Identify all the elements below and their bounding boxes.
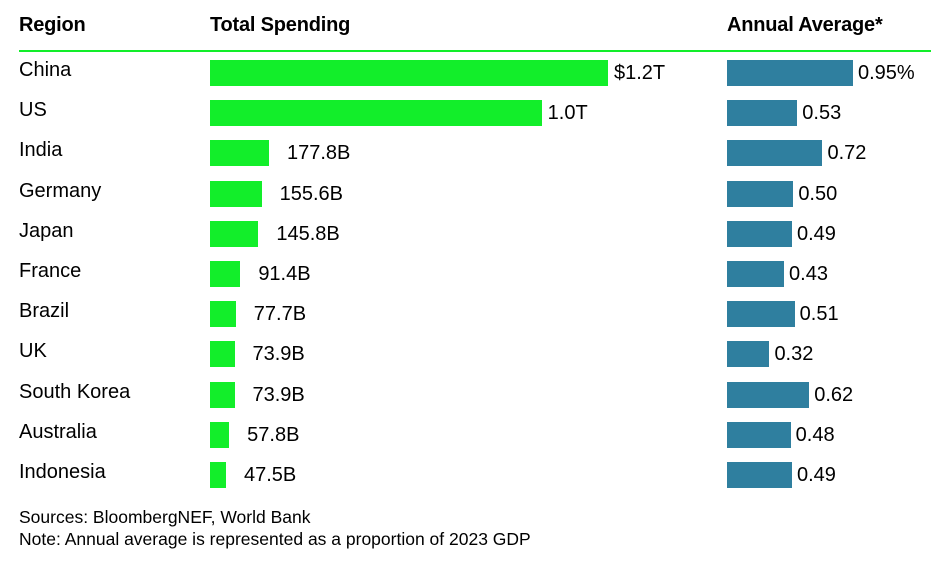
total-spending-label: 155.6B bbox=[279, 182, 343, 205]
total-spending-bar bbox=[210, 381, 235, 408]
chart-row: US 1.0T 0.53 bbox=[0, 98, 950, 138]
chart-row: Indonesia 47.5B 0.49 bbox=[0, 460, 950, 500]
annual-average-label: 0.53 bbox=[802, 102, 842, 125]
region-label: China bbox=[19, 59, 72, 81]
annual-average-label: 0.51 bbox=[799, 303, 839, 326]
total-spending-bar bbox=[210, 180, 262, 207]
annual-average-bar bbox=[727, 140, 823, 167]
annual-average-label: 0.50 bbox=[798, 182, 838, 205]
footer-sources: Sources: BloombergNEF, World Bank bbox=[19, 507, 311, 527]
region-label: Japan bbox=[19, 219, 74, 242]
annual-average-bar bbox=[727, 261, 785, 287]
total-spending-bar bbox=[210, 462, 226, 488]
total-spending-bar bbox=[210, 220, 259, 247]
annual-average-bar bbox=[727, 462, 792, 488]
region-label: Germany bbox=[19, 179, 102, 202]
total-spending-bar bbox=[210, 301, 236, 328]
region-label: Brazil bbox=[19, 300, 70, 323]
annual-average-bar bbox=[727, 100, 798, 127]
annual-average-bar bbox=[727, 341, 770, 368]
total-spending-label: 91.4B bbox=[258, 263, 311, 285]
total-spending-label: 47.5B bbox=[244, 464, 297, 486]
region-label: Australia bbox=[19, 420, 97, 443]
chart-row: Brazil 77.7B 0.51 bbox=[0, 299, 950, 339]
region-label: South Korea bbox=[19, 380, 131, 403]
header-region: Region bbox=[19, 14, 86, 36]
total-spending-bar bbox=[210, 421, 230, 448]
chart-row: Australia 57.8B 0.48 bbox=[0, 420, 950, 460]
region-label: US bbox=[19, 99, 47, 122]
region-label: UK bbox=[19, 340, 47, 363]
total-spending-label: 1.0T bbox=[547, 102, 588, 125]
total-spending-bar bbox=[210, 261, 241, 287]
annual-average-bar bbox=[727, 180, 794, 207]
total-spending-bar bbox=[210, 60, 608, 86]
annual-average-bar bbox=[727, 381, 810, 408]
annual-average-bar bbox=[727, 301, 795, 328]
annual-average-bar bbox=[727, 220, 792, 247]
annual-average-label: 0.49 bbox=[796, 464, 836, 486]
header-rule bbox=[19, 50, 931, 52]
region-label: India bbox=[19, 139, 63, 162]
region-label: Indonesia bbox=[19, 461, 106, 483]
chart-row: India 177.8B 0.72 bbox=[0, 138, 950, 178]
total-spending-bar bbox=[210, 140, 269, 167]
total-spending-label: 145.8B bbox=[276, 222, 340, 245]
annual-average-label: 0.48 bbox=[795, 423, 835, 446]
header-total-spending: Total Spending bbox=[210, 14, 351, 36]
total-spending-label: 73.9B bbox=[252, 383, 305, 406]
annual-average-label: 0.32 bbox=[774, 343, 814, 366]
chart-row: Japan 145.8B 0.49 bbox=[0, 219, 950, 259]
chart-row: France 91.4B 0.43 bbox=[0, 259, 950, 299]
total-spending-label: 57.8B bbox=[247, 423, 300, 446]
annual-average-label: 0.62 bbox=[814, 383, 854, 406]
annual-average-label: 0.43 bbox=[789, 263, 828, 285]
total-spending-label: 177.8B bbox=[286, 142, 351, 165]
annual-average-label: 0.49 bbox=[796, 222, 836, 245]
chart-row: China $1.2T 0.95% bbox=[0, 58, 950, 98]
chart-row: UK 73.9B 0.32 bbox=[0, 339, 950, 379]
annual-average-bar bbox=[727, 421, 791, 448]
header-annual-average: Annual Average* bbox=[727, 14, 883, 36]
footer-note: Note: Annual average is represented as a… bbox=[19, 529, 531, 549]
annual-average-label: 0.95% bbox=[858, 62, 915, 84]
region-label: France bbox=[19, 260, 82, 282]
total-spending-bar bbox=[210, 100, 542, 127]
chart-row: South Korea 73.9B 0.62 bbox=[0, 380, 950, 420]
annual-average-bar bbox=[727, 60, 853, 86]
total-spending-label: 73.9B bbox=[252, 343, 305, 366]
total-spending-label: $1.2T bbox=[614, 62, 666, 84]
total-spending-bar bbox=[210, 341, 235, 368]
annual-average-label: 0.72 bbox=[827, 142, 867, 165]
total-spending-label: 77.7B bbox=[253, 303, 307, 326]
chart-row: Germany 155.6B 0.50 bbox=[0, 179, 950, 219]
